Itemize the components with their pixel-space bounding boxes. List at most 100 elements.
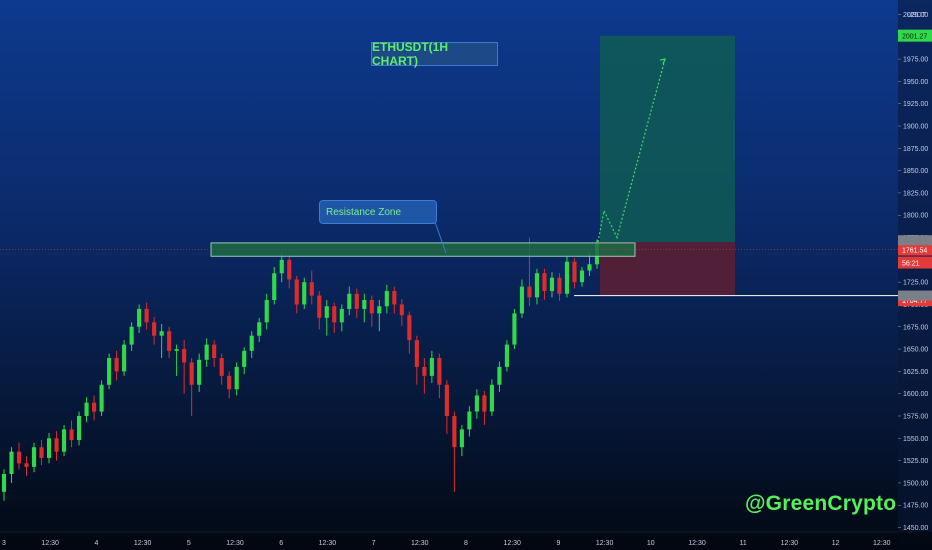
y-tick-label: 1450.00 — [903, 525, 928, 532]
x-tick-label: 12:30 — [596, 540, 614, 547]
candle-body — [219, 358, 224, 376]
candle-body — [84, 402, 89, 416]
candle-body — [324, 306, 329, 318]
x-tick-label: 11 — [740, 540, 747, 547]
candle-body — [114, 358, 119, 372]
candle-body — [46, 438, 52, 458]
price-label-bg — [898, 256, 932, 269]
x-tick-label: 9 — [556, 540, 560, 547]
candle-body — [497, 366, 502, 385]
candle-body — [452, 416, 457, 448]
axis-marker-resistance — [898, 235, 932, 246]
candle-body — [444, 384, 449, 416]
candle-body — [242, 350, 247, 367]
candle-body — [437, 358, 442, 385]
x-tick-label: 4 — [94, 540, 98, 547]
price-label-text: 1761.54 — [902, 248, 927, 255]
candle-body — [69, 429, 74, 441]
y-tick-label: 1550.00 — [903, 436, 928, 443]
candle-body — [31, 447, 37, 467]
candle-body — [249, 335, 254, 351]
candle-body — [384, 291, 389, 307]
watermark-text: @GreenCrypto — [745, 492, 897, 515]
x-tick-label: 5 — [187, 540, 191, 547]
candle-body — [182, 349, 187, 363]
candle-body — [152, 322, 157, 336]
candle-body — [317, 295, 322, 318]
x-tick-label: 12:30 — [503, 540, 521, 547]
candle-body — [9, 451, 14, 474]
target-zone — [600, 35, 735, 242]
price-axis: 1450.00 1475.00 1500.00 1525.00 1550.00 1575.… — [898, 0, 932, 550]
projection-arrowhead — [659, 58, 666, 65]
candle-body — [129, 326, 134, 345]
candle-body — [227, 375, 232, 390]
price-axis-bg — [898, 0, 932, 550]
candle-body — [302, 282, 307, 305]
candle-body — [362, 300, 367, 309]
y-tick-label: 1500.00 — [903, 480, 928, 487]
annotations — [0, 58, 898, 297]
x-tick-label: 12:30 — [411, 540, 429, 547]
x-tick-label: 3 — [2, 540, 6, 547]
candle-body — [264, 300, 269, 323]
candle-body — [549, 277, 555, 292]
x-tick-label: 12:30 — [781, 540, 799, 547]
candle-body — [422, 366, 427, 376]
price-label-bg — [898, 243, 932, 256]
candle-body — [287, 259, 292, 280]
candle-body — [159, 331, 164, 336]
x-tick-label: 8 — [464, 540, 468, 547]
candle-body — [369, 300, 374, 314]
candle-body — [542, 273, 547, 292]
candle-body — [107, 358, 112, 385]
candle-body — [557, 277, 562, 294]
time-axis-bg — [0, 532, 932, 550]
candle-body — [1, 474, 7, 492]
axis-marker-support — [898, 290, 932, 301]
y-tick-label: 1525.00 — [903, 458, 928, 465]
candle-body — [482, 395, 487, 412]
candle-body — [392, 291, 397, 305]
y-tick-label: 1900.00 — [903, 124, 928, 131]
candle-body — [99, 384, 104, 412]
candle-body — [294, 279, 299, 305]
x-tick-label: 12:30 — [134, 540, 152, 547]
candle-body — [212, 344, 217, 358]
y-tick-label: 1850.00 — [903, 168, 928, 175]
candle-body — [204, 344, 209, 360]
x-tick-label: 6 — [279, 540, 283, 547]
y-tick-label: 1650.00 — [903, 347, 928, 354]
candle-body — [54, 438, 59, 452]
candle-body — [414, 340, 419, 367]
candle-body — [167, 331, 172, 351]
y-tick-label: 1875.00 — [903, 146, 928, 153]
x-tick-label: 12:30 — [319, 540, 337, 547]
candle-body — [189, 362, 194, 385]
x-tick-label: 12:30 — [226, 540, 244, 547]
candle-body — [512, 313, 517, 345]
y-tick-label: 1825.00 — [903, 190, 928, 197]
y-tick-label: 1675.00 — [903, 324, 928, 331]
candle-body — [92, 402, 97, 412]
y-tick-label: 1725.00 — [903, 280, 928, 287]
chart-title: ETHUSDT(1H CHART) — [372, 40, 449, 68]
candle-body — [474, 395, 479, 412]
candle-body — [174, 349, 179, 351]
candle-body — [332, 306, 337, 323]
price-label-text: 1704.77 — [902, 298, 927, 305]
candle-body — [407, 315, 412, 341]
candle-body — [504, 344, 509, 367]
candle-body — [489, 384, 494, 412]
candle-body — [579, 270, 585, 283]
candle-body — [76, 416, 82, 441]
candle-body — [272, 273, 277, 300]
y-tick-label: 1925.00 — [903, 101, 928, 108]
candle-body — [347, 293, 352, 309]
candle-body — [309, 282, 314, 296]
x-tick-label: 10 — [647, 540, 655, 547]
currency-text: USDT — [906, 12, 926, 19]
candle-body — [24, 463, 29, 467]
